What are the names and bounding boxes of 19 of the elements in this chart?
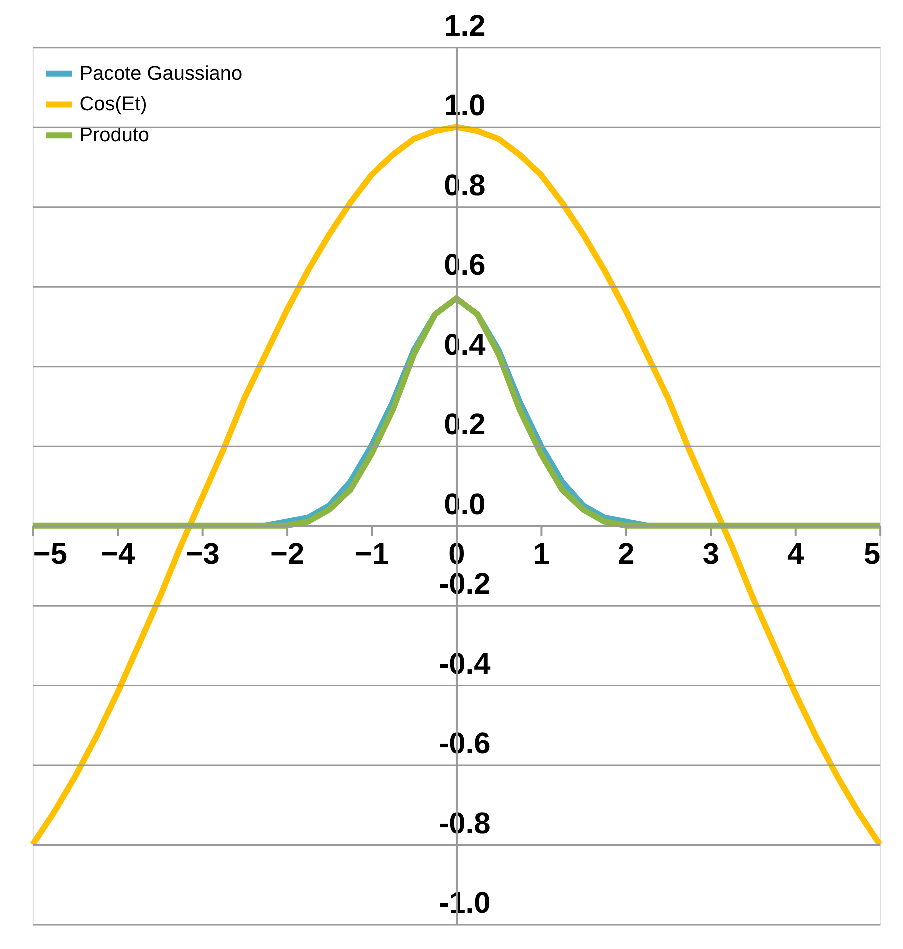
legend-label: Pacote Gaussiano <box>80 62 243 85</box>
x-tick-label: −4 <box>101 538 136 572</box>
y-tick-label: 1.2 <box>444 10 486 43</box>
y-tick-label: -0.2 <box>439 568 491 602</box>
x-tick-label: −3 <box>186 538 220 572</box>
x-tick-label: −2 <box>270 538 305 572</box>
legend-label: Produto <box>80 124 150 147</box>
x-tick-label: 4 <box>788 538 805 572</box>
y-tick-label: 1.0 <box>444 90 486 123</box>
x-tick-label: 3 <box>702 538 720 572</box>
y-tick-label: -0.8 <box>439 807 491 840</box>
y-tick-label: -0.4 <box>439 648 492 681</box>
x-tick-label: −5 <box>33 538 68 572</box>
legend-label: Cos(Et) <box>80 94 148 116</box>
x-tick-label: 5 <box>864 538 881 572</box>
x-tick-label: 2 <box>618 538 635 572</box>
y-tick-label: -0.6 <box>439 728 491 761</box>
x-tick-label: −1 <box>355 538 390 572</box>
x-tick-label: 1 <box>533 538 550 572</box>
